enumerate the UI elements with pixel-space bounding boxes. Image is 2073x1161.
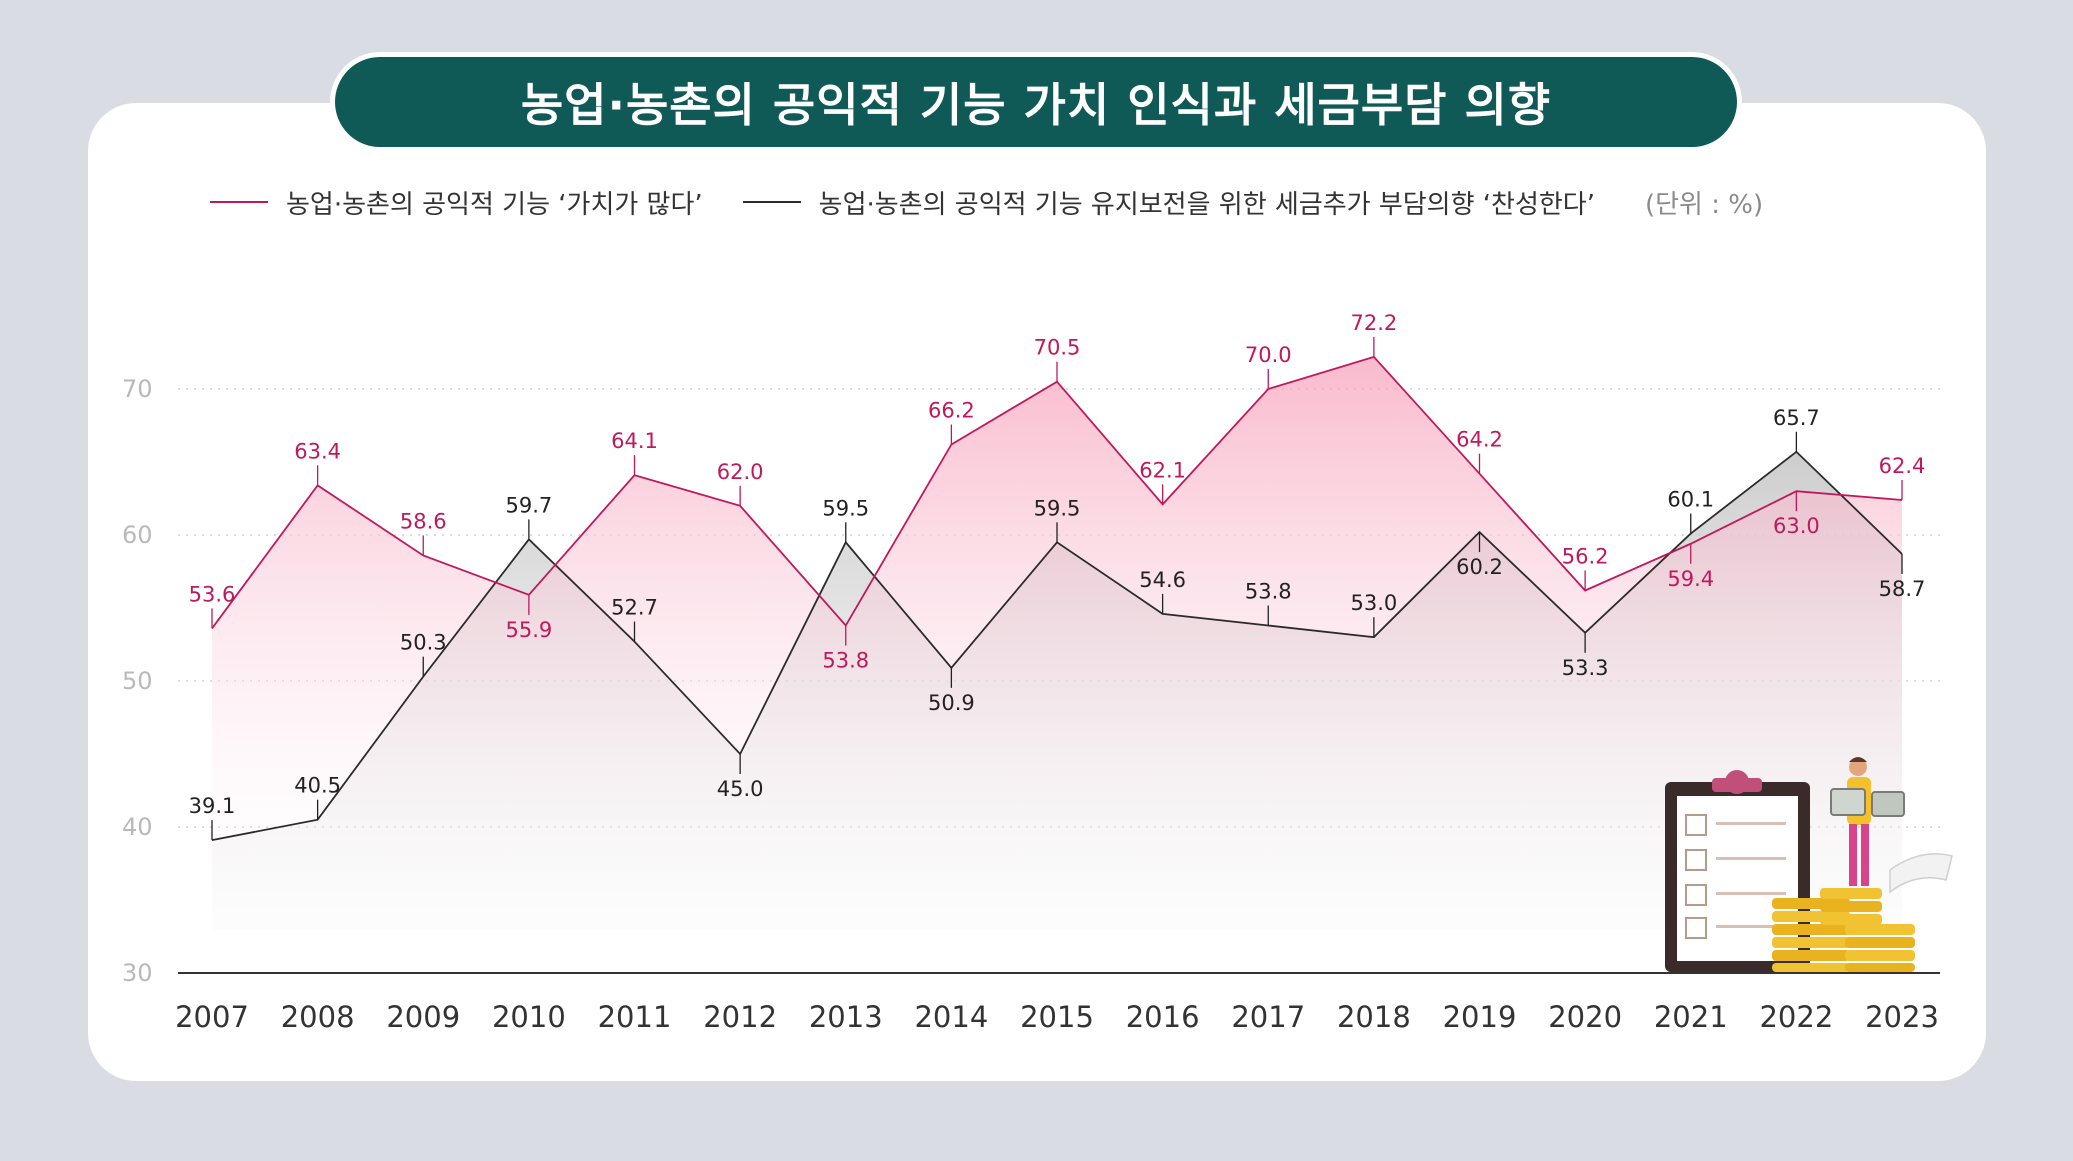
value-series-label: 59.4 [1667, 567, 1714, 591]
x-tick-label: 2017 [1231, 1000, 1305, 1034]
x-tick-label: 2014 [914, 1000, 988, 1034]
value-series-area [212, 356, 1902, 930]
x-tick-label: 2010 [492, 1000, 566, 1034]
value-series-label: 56.2 [1562, 544, 1609, 568]
tax-series-label: 59.5 [822, 496, 869, 520]
legend-item-tax: 농업·농촌의 공익적 기능 유지보전을 위한 세금추가 부담의향 ‘찬성한다’ [742, 184, 1595, 221]
data-labels: 53.6 63.4 58.6 55.9 64.1 62.0 53.8 66.2 70.5 62.1… [189, 311, 1926, 841]
y-tick-label: 30 [122, 959, 153, 987]
x-tick-label: 2012 [703, 1000, 777, 1034]
tax-series-label: 60.2 [1456, 555, 1503, 579]
coin-stack-icon [1772, 888, 1915, 972]
tax-series-label: 39.1 [189, 794, 236, 818]
tax-series-label: 50.3 [400, 631, 447, 655]
clipboard-illustration-icon [1665, 770, 1810, 972]
x-tick-label: 2018 [1337, 1000, 1411, 1034]
tax-series-label: 65.7 [1773, 406, 1820, 430]
legend: 농업·농촌의 공익적 기능 ‘가치가 많다’ 농업·농촌의 공익적 기능 유지보… [210, 180, 1763, 224]
value-series-label: 64.2 [1456, 428, 1503, 452]
value-series-label: 62.1 [1139, 458, 1186, 482]
x-tick-label: 2013 [809, 1000, 883, 1034]
x-tick-label: 2022 [1759, 1000, 1833, 1034]
tax-series-label: 53.3 [1562, 656, 1609, 680]
value-series-label: 53.8 [822, 649, 869, 673]
x-tick-label: 2019 [1443, 1000, 1517, 1034]
tax-series-label: 59.7 [505, 493, 552, 517]
tax-series-label: 53.0 [1350, 591, 1397, 615]
x-tick-label: 2007 [175, 1000, 249, 1034]
chart-title: 농업·농촌의 공익적 기능 가치 인식과 세금부담 의향 [330, 52, 1742, 152]
tax-series-label: 59.5 [1034, 496, 1081, 520]
value-series-label: 53.6 [189, 582, 236, 606]
value-series-label: 63.4 [294, 439, 341, 463]
x-tick-label: 2008 [281, 1000, 355, 1034]
x-tick-label: 2011 [598, 1000, 672, 1034]
tax-series-label: 40.5 [294, 774, 341, 798]
x-tick-label: 2015 [1020, 1000, 1094, 1034]
y-tick-label: 70 [122, 375, 153, 403]
unit-label: (단위 : %) [1644, 189, 1764, 220]
value-series-label: 63.0 [1773, 514, 1820, 538]
value-series-label: 66.2 [928, 398, 975, 422]
tax-series-label: 60.1 [1667, 488, 1714, 512]
tax-series-label: 50.9 [928, 691, 975, 715]
x-tick-label: 2021 [1654, 1000, 1728, 1034]
y-tick-label: 60 [122, 521, 153, 549]
person-icon [1830, 757, 1905, 886]
legend-swatch-tax [742, 201, 801, 203]
tax-series-label: 58.7 [1879, 577, 1926, 601]
tax-series-label: 53.8 [1245, 580, 1292, 604]
tax-series-label: 52.7 [611, 596, 658, 620]
legend-item-value: 농업·농촌의 공익적 기능 ‘가치가 많다’ [210, 184, 703, 221]
tax-series-label: 54.6 [1139, 568, 1186, 592]
value-series-label: 72.2 [1350, 311, 1397, 335]
value-series-label: 70.5 [1034, 336, 1081, 360]
x-tick-label: 2016 [1126, 1000, 1200, 1034]
tax-series-label: 45.0 [717, 777, 764, 801]
axes: 30 40 50 60 70 2007 2008 2009 2010 2011 2012 2013 20… [122, 375, 1940, 1034]
legend-label-tax: 농업·농촌의 공익적 기능 유지보전을 위한 세금추가 부담의향 ‘찬성한다’ [818, 189, 1595, 220]
x-tick-label: 2023 [1865, 1000, 1939, 1034]
value-series-label: 70.0 [1245, 343, 1292, 367]
value-series-label: 62.4 [1879, 454, 1926, 478]
legend-label-value: 농업·농촌의 공익적 기능 ‘가치가 많다’ [286, 189, 703, 220]
x-tick-label: 2020 [1548, 1000, 1622, 1034]
receipt-paper-icon [1889, 853, 1953, 894]
legend-swatch-value [210, 201, 268, 203]
value-series-label: 55.9 [505, 618, 552, 642]
y-tick-label: 50 [122, 667, 153, 695]
x-tick-label: 2009 [386, 1000, 460, 1034]
y-tick-label: 40 [122, 813, 153, 841]
areas [212, 356, 1902, 930]
value-series-label: 58.6 [400, 509, 447, 533]
value-series-label: 64.1 [611, 429, 658, 453]
value-series-label: 62.0 [717, 460, 764, 484]
